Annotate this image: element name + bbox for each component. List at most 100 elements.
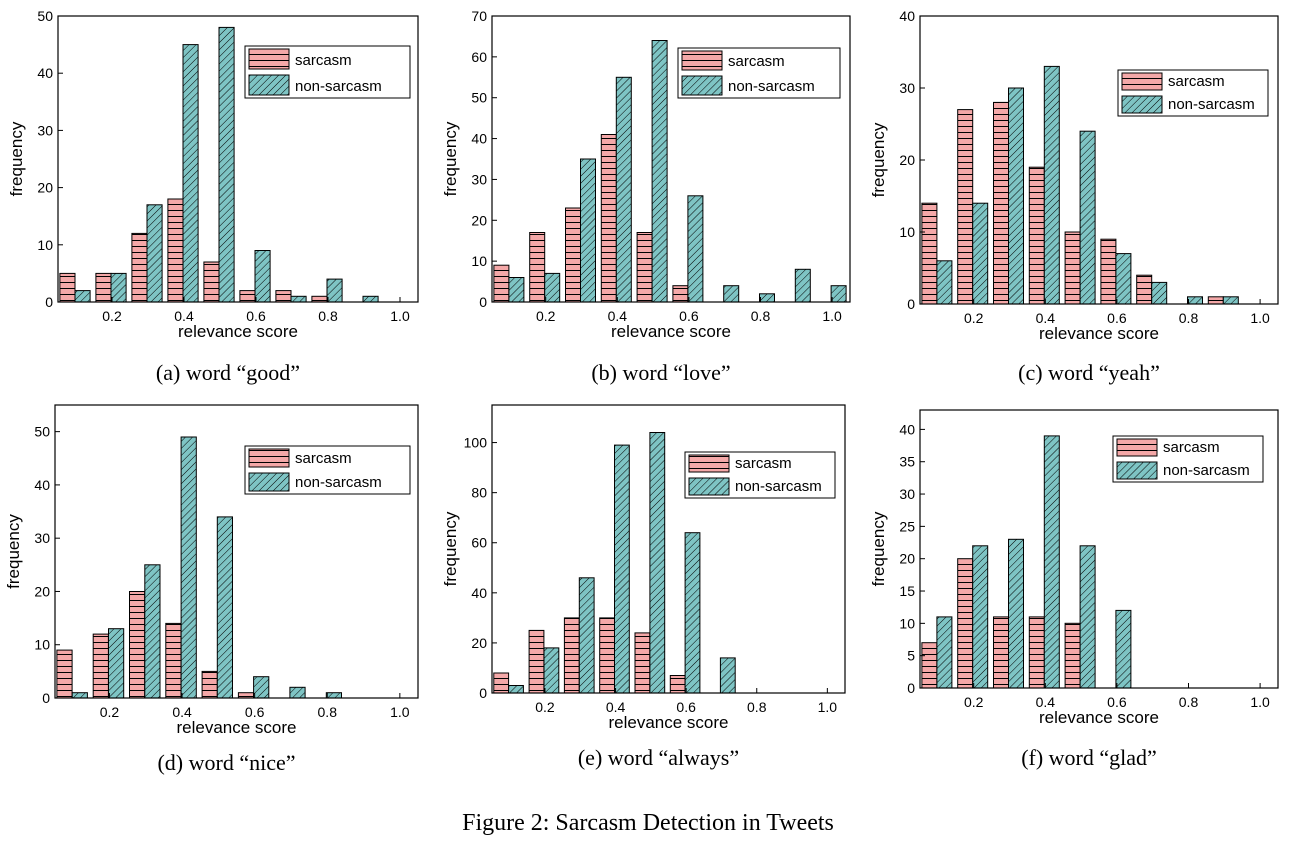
legend-swatch-non-sarcasm	[688, 477, 730, 496]
legend-label-non-sarcasm: non-sarcasm	[728, 78, 815, 95]
bar-sarcasm-3	[600, 134, 617, 303]
bar-sarcasm-3	[165, 622, 182, 699]
y-tick-label: 0	[907, 296, 915, 312]
x-tick-label: 1.0	[390, 308, 410, 324]
chart-panel-love: 0 10 20 30 40 50 60 70 0.2 0.4 0.6 0.8 1.0 relevance …	[441, 8, 851, 385]
y-tick-label: 40	[471, 585, 487, 601]
x-tick-label: 0.6	[246, 308, 266, 324]
legend: sarcasm non-sarcasm	[1112, 435, 1264, 483]
figure-caption: Figure 2: Sarcasm Detection in Tweets	[462, 810, 834, 836]
x-tick-label: 0.6	[676, 699, 696, 715]
x-tick-label: 0.2	[100, 704, 120, 720]
y-tick-label: 40	[471, 131, 487, 147]
bar-non-sarcasm-7	[325, 692, 342, 699]
legend-label-sarcasm: sarcasm	[735, 455, 792, 472]
panel-caption: (b) word “love”	[591, 360, 730, 385]
legend-swatch-non-sarcasm	[681, 75, 723, 96]
bar-sarcasm-1	[529, 232, 546, 303]
x-tick-label: 0.8	[751, 308, 771, 324]
bar-sarcasm-4	[636, 232, 653, 303]
x-tick-label: 0.4	[172, 704, 192, 720]
bar-sarcasm-5	[239, 290, 256, 303]
bar-non-sarcasm-0	[74, 290, 91, 303]
y-axis-title: frequency	[4, 514, 23, 589]
x-axis-title: relevance score	[176, 718, 296, 737]
bar-non-sarcasm-7	[1187, 296, 1203, 305]
plot-frame	[57, 15, 419, 303]
bar-non-sarcasm-4	[651, 40, 668, 303]
plot-frame	[491, 404, 846, 694]
y-tick-label: 40	[34, 477, 50, 493]
x-tick-label: 0.8	[1179, 694, 1199, 710]
x-tick-label: 1.0	[822, 308, 842, 324]
bar-sarcasm-2	[131, 232, 148, 303]
legend-label-non-sarcasm: non-sarcasm	[295, 78, 382, 95]
y-tick-label: 50	[34, 424, 50, 440]
y-tick-label: 60	[471, 535, 487, 551]
y-tick-label: 10	[471, 253, 487, 269]
bar-non-sarcasm-1	[543, 647, 560, 694]
bar-sarcasm-3	[167, 198, 184, 303]
panel-caption: (a) word “good”	[156, 360, 300, 385]
legend-swatch-sarcasm	[248, 448, 290, 468]
x-tick-label: 0.2	[536, 308, 556, 324]
x-axis-title: relevance score	[178, 322, 298, 341]
bar-sarcasm-8	[1207, 296, 1224, 305]
y-tick-label: 40	[899, 8, 915, 24]
chart-panel-glad: 0 5 10 15 20 25 30 35 40 0.2 0.4 0.6 0.8 1.0 relevance…	[869, 409, 1279, 770]
bar-non-sarcasm-2	[146, 204, 163, 303]
bar-sarcasm-5	[669, 675, 686, 694]
y-axis-title: frequency	[7, 121, 26, 196]
bar-non-sarcasm-6	[723, 285, 740, 303]
bar-sarcasm-5	[672, 285, 689, 303]
bar-sarcasm-3	[1028, 166, 1045, 305]
bar-sarcasm-2	[563, 617, 580, 694]
panel-caption: (f) word “glad”	[1021, 745, 1157, 770]
bar-non-sarcasm-3	[180, 436, 197, 699]
y-tick-label: 50	[471, 90, 487, 106]
y-tick-label: 35	[899, 454, 915, 470]
bar-sarcasm-5	[237, 692, 255, 699]
legend: sarcasm non-sarcasm	[677, 47, 841, 99]
plot-frame	[491, 15, 851, 303]
bar-sarcasm-4	[1064, 231, 1081, 305]
bar-non-sarcasm-0	[508, 685, 524, 694]
legend-swatch-sarcasm	[681, 50, 723, 71]
bar-non-sarcasm-0	[71, 692, 88, 699]
bar-sarcasm-5	[1100, 238, 1117, 305]
legend-swatch-non-sarcasm	[248, 472, 290, 492]
bar-non-sarcasm-5	[1115, 253, 1132, 305]
x-tick-label: 0.8	[318, 704, 338, 720]
bar-non-sarcasm-3	[1043, 435, 1060, 689]
chart-panel-good: 0 10 20 30 40 50 0.2 0.4 0.6 0.8 1.0 relevance scor…	[7, 8, 419, 385]
x-tick-label: 1.0	[1250, 310, 1270, 326]
bar-sarcasm-4	[1064, 622, 1081, 689]
x-tick-label: 0.4	[174, 308, 194, 324]
bar-sarcasm-2	[993, 101, 1009, 305]
bar-sarcasm-0	[921, 642, 938, 689]
bar-non-sarcasm-3	[1043, 65, 1060, 305]
plot-frame	[54, 404, 419, 699]
x-tick-label: 0.6	[1107, 310, 1127, 326]
bar-non-sarcasm-8	[362, 295, 379, 303]
bar-non-sarcasm-5	[1115, 609, 1132, 689]
y-axis-title: frequency	[869, 511, 888, 586]
legend-label-sarcasm: sarcasm	[728, 53, 785, 70]
x-tick-label: 0.6	[245, 704, 265, 720]
bar-non-sarcasm-4	[216, 516, 234, 699]
legend-swatch-sarcasm	[1121, 72, 1163, 91]
legend-swatch-non-sarcasm	[1121, 95, 1163, 114]
bar-non-sarcasm-4	[1079, 130, 1096, 305]
bar-sarcasm-3	[599, 617, 616, 694]
x-tick-label: 0.2	[964, 694, 984, 710]
x-tick-label: 0.4	[1036, 694, 1056, 710]
y-tick-label: 0	[907, 680, 915, 696]
y-tick-label: 50	[37, 8, 53, 24]
y-tick-label: 80	[471, 485, 487, 501]
bar-sarcasm-0	[56, 649, 73, 699]
legend-label-sarcasm: sarcasm	[295, 450, 352, 467]
bar-non-sarcasm-6	[719, 657, 736, 694]
legend-label-sarcasm: sarcasm	[295, 52, 352, 69]
x-tick-label: 0.2	[964, 310, 984, 326]
bar-sarcasm-4	[634, 632, 651, 694]
